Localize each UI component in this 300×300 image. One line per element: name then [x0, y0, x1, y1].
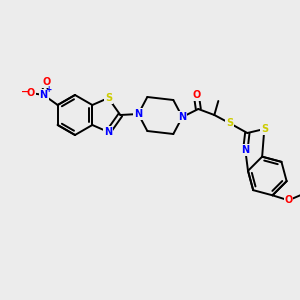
Text: N: N: [104, 127, 112, 137]
Text: O: O: [43, 77, 51, 87]
Text: N: N: [40, 90, 48, 100]
Text: N: N: [178, 112, 186, 122]
Text: O: O: [284, 195, 292, 205]
Text: N: N: [241, 145, 249, 155]
Text: −: −: [21, 87, 29, 97]
Text: S: S: [105, 93, 112, 103]
Text: S: S: [261, 124, 268, 134]
Text: N: N: [134, 109, 142, 119]
Text: S: S: [226, 118, 233, 128]
Text: +: +: [46, 85, 52, 94]
Text: O: O: [192, 90, 200, 100]
Text: O: O: [27, 88, 35, 98]
